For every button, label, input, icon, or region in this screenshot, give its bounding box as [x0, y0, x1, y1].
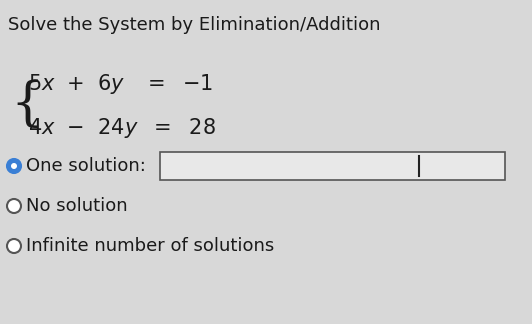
Circle shape — [7, 199, 21, 213]
Text: $4x$  $-$  $24y$  $=$  $28$: $4x$ $-$ $24y$ $=$ $28$ — [28, 116, 216, 140]
Text: No solution: No solution — [26, 197, 128, 215]
Circle shape — [7, 159, 21, 173]
Circle shape — [7, 239, 21, 253]
FancyBboxPatch shape — [160, 152, 505, 180]
Text: Infinite number of solutions: Infinite number of solutions — [26, 237, 275, 255]
Text: One solution:: One solution: — [26, 157, 146, 175]
Text: $5x$  $+$  $6y$   $=$  $-1$: $5x$ $+$ $6y$ $=$ $-1$ — [28, 72, 213, 96]
Text: Solve the System by Elimination/Addition: Solve the System by Elimination/Addition — [8, 16, 380, 34]
Text: {: { — [10, 78, 44, 130]
Circle shape — [11, 163, 17, 169]
